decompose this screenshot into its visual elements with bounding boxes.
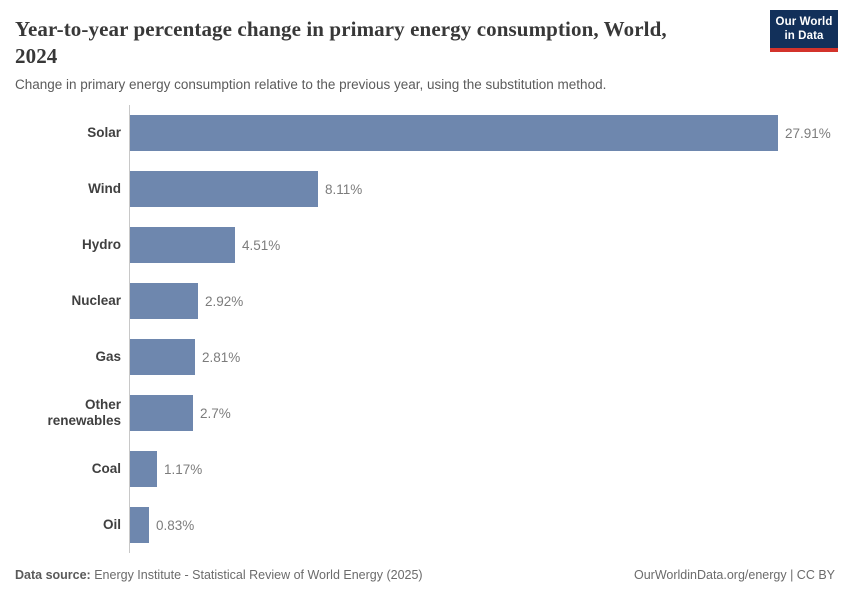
- bar-row: Hydro 4.51%: [15, 217, 835, 273]
- value-label: 4.51%: [242, 237, 281, 253]
- bar[interactable]: [130, 395, 193, 431]
- value-label: 1.17%: [164, 461, 203, 477]
- credit-link[interactable]: OurWorldinData.org/energy | CC BY: [633, 568, 835, 582]
- bar[interactable]: [130, 507, 149, 543]
- value-label: 27.91%: [785, 125, 831, 141]
- owid-logo-line2: in Data: [784, 29, 824, 42]
- bar-track: 2.81%: [129, 329, 835, 385]
- bar[interactable]: [130, 339, 195, 375]
- plot-area: Solar 27.91% Wind 8.11% Hydro 4.51% Nucl…: [15, 105, 835, 553]
- category-label: Nuclear: [71, 293, 121, 308]
- data-source-label: Data source:: [15, 568, 91, 582]
- bar[interactable]: [130, 283, 198, 319]
- bar-track: 2.7%: [129, 385, 835, 441]
- bar-track: 8.11%: [129, 161, 835, 217]
- value-label: 8.11%: [325, 181, 363, 197]
- bar[interactable]: [130, 451, 157, 487]
- bar-track: 0.83%: [129, 497, 835, 553]
- category-label: Wind: [88, 181, 121, 196]
- owid-logo-line1: Our World: [775, 16, 833, 28]
- bar-track: 1.17%: [129, 441, 835, 497]
- category-label: Hydro: [81, 237, 121, 252]
- category-label: Coal: [91, 461, 121, 476]
- value-label: 2.7%: [200, 405, 231, 421]
- chart-subtitle: Change in primary energy consumption rel…: [15, 77, 607, 92]
- category-label: Gas: [95, 349, 121, 364]
- chart-title: Year-to-year percentage change in primar…: [15, 17, 667, 68]
- value-label: 2.81%: [202, 349, 241, 365]
- bar-track: 4.51%: [129, 217, 835, 273]
- bar[interactable]: [130, 227, 235, 263]
- category-label: Oil: [102, 517, 121, 532]
- bar-row: Oil 0.83%: [15, 497, 835, 553]
- data-source-note: Data source: Energy Institute - Statisti…: [15, 568, 423, 582]
- value-label: 2.92%: [205, 293, 244, 309]
- bar[interactable]: [130, 171, 318, 207]
- bar-row: Wind 8.11%: [15, 161, 835, 217]
- category-label: Solar: [87, 125, 121, 140]
- bar-track: 2.92%: [129, 273, 835, 329]
- bar-row: Nuclear 2.92%: [15, 273, 835, 329]
- bar-row: Solar 27.91%: [15, 105, 835, 161]
- value-label: 0.83%: [156, 517, 195, 533]
- category-label: Other renewables: [47, 397, 121, 428]
- footer: Data source: Energy Institute - Statisti…: [15, 568, 835, 588]
- data-source-text: Energy Institute - Statistical Review of…: [90, 568, 423, 582]
- owid-logo-text: Our World in Data: [774, 16, 834, 43]
- bar[interactable]: [130, 115, 778, 151]
- bar-row: Gas 2.81%: [15, 329, 835, 385]
- owid-logo[interactable]: Our World in Data: [770, 10, 838, 52]
- bar-row: Coal 1.17%: [15, 441, 835, 497]
- bar-row: Other renewables 2.7%: [15, 385, 835, 441]
- bar-track: 27.91%: [129, 105, 835, 161]
